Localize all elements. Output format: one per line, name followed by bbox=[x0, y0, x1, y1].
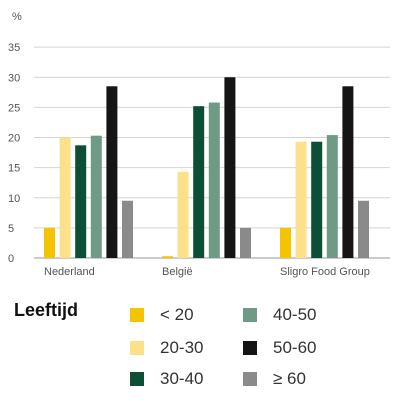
bar bbox=[59, 137, 71, 258]
legend-swatch bbox=[243, 308, 257, 322]
x-category-label: Sligro Food Group bbox=[280, 266, 370, 278]
bar bbox=[122, 200, 133, 258]
bar bbox=[106, 86, 118, 258]
y-tick-label: 20 bbox=[8, 133, 20, 145]
bar bbox=[240, 227, 251, 258]
legend-swatch bbox=[130, 341, 144, 355]
legend-swatch bbox=[130, 372, 144, 386]
legend-label: 50-60 bbox=[273, 338, 317, 357]
legend-item: ≥ 60 bbox=[243, 368, 306, 390]
x-axis-category-labels: Nederland België Sligro Food Group bbox=[44, 266, 370, 278]
legend-swatch bbox=[243, 341, 257, 355]
y-tick-label: 35 bbox=[8, 42, 20, 54]
y-axis-ticks: 0 5 10 15 20 25 30 35 bbox=[8, 42, 20, 265]
y-tick-label: 10 bbox=[8, 193, 20, 205]
y-tick-label: 5 bbox=[8, 223, 14, 235]
bar bbox=[311, 141, 323, 258]
bar bbox=[75, 145, 87, 258]
bar bbox=[326, 135, 338, 258]
bar bbox=[177, 171, 189, 258]
x-category-label: Nederland bbox=[44, 266, 95, 278]
legend-item: < 20 bbox=[130, 304, 194, 326]
bar bbox=[358, 200, 369, 258]
legend-item: 50-60 bbox=[243, 337, 316, 359]
y-tick-label: 30 bbox=[8, 72, 20, 84]
y-tick-label: 0 bbox=[8, 253, 14, 265]
legend-label: ≥ 60 bbox=[273, 369, 306, 388]
legend-item: 40-50 bbox=[243, 304, 316, 326]
bar bbox=[280, 227, 291, 258]
bar bbox=[342, 86, 354, 258]
legend-label: 40-50 bbox=[273, 305, 317, 324]
legend-item: 30-40 bbox=[130, 368, 203, 390]
bar bbox=[224, 77, 236, 258]
legend-label: 20-30 bbox=[160, 338, 204, 357]
y-tick-label: 15 bbox=[8, 163, 20, 175]
bar bbox=[208, 102, 220, 259]
y-axis-unit-label: % bbox=[12, 11, 22, 23]
legend-swatch bbox=[130, 308, 144, 322]
bar bbox=[295, 141, 307, 258]
legend-item: 20-30 bbox=[130, 337, 203, 359]
legend-label: < 20 bbox=[160, 305, 194, 324]
bar bbox=[162, 256, 173, 258]
bars bbox=[44, 77, 369, 259]
x-category-label: België bbox=[162, 266, 193, 278]
legend-label: 30-40 bbox=[160, 369, 204, 388]
legend-swatch bbox=[243, 372, 257, 386]
bar bbox=[44, 227, 55, 258]
bar bbox=[90, 135, 102, 258]
bar-chart: 0 5 10 15 20 25 30 35 % Nederland België Sligro F… bbox=[8, 11, 390, 278]
y-tick-label: 25 bbox=[8, 102, 20, 114]
bar bbox=[193, 106, 205, 258]
legend-title: Leeftijd bbox=[14, 300, 79, 320]
